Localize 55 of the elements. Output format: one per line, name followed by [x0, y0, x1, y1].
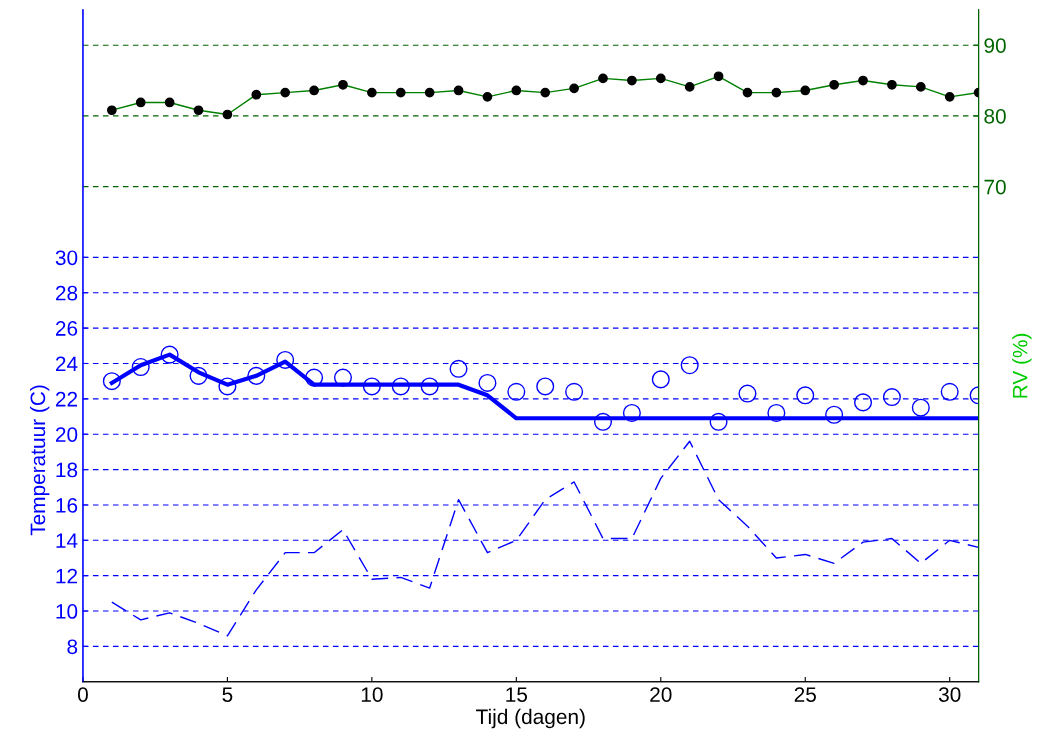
y-tick-label: 28 — [55, 285, 78, 301]
x-tick-label: 15 — [506, 687, 528, 702]
y-tick-label: 22 — [55, 391, 78, 407]
y-tick-label: 30 — [55, 250, 78, 266]
point — [940, 382, 959, 401]
point — [536, 377, 555, 396]
point — [420, 377, 439, 396]
y-tick-label: 26 — [55, 321, 78, 336]
x-axis-title: Tijd (dagen) — [476, 708, 585, 729]
point — [709, 412, 728, 431]
point — [391, 377, 410, 396]
point — [854, 393, 873, 412]
y-tick-label: 8 — [67, 639, 78, 655]
x-tick-label: 5 — [222, 687, 233, 702]
point — [825, 405, 844, 424]
point — [593, 412, 613, 431]
x-tick-label: 10 — [361, 687, 383, 702]
point — [565, 382, 584, 401]
point — [218, 377, 237, 396]
y-tick-label: 12 — [56, 568, 78, 584]
y2-axis-title: RV (%) — [1012, 333, 1032, 398]
point — [305, 368, 324, 387]
point — [738, 384, 757, 403]
y-tick-label: 20 — [55, 427, 78, 442]
y-tick-label: 18 — [56, 462, 78, 478]
point — [882, 388, 901, 407]
point — [796, 386, 815, 405]
point — [680, 356, 699, 375]
point — [622, 403, 641, 423]
point — [189, 366, 208, 385]
y2-tick-label: 70 — [984, 179, 1006, 195]
y-tick-label: 14 — [56, 533, 78, 548]
point — [478, 373, 497, 392]
y2-tick-label: 80 — [984, 108, 1006, 124]
point — [911, 398, 930, 417]
point — [276, 350, 295, 369]
y-tick-label: 24 — [55, 356, 78, 372]
point — [333, 368, 353, 387]
point — [449, 359, 468, 378]
point — [767, 403, 786, 423]
point — [651, 370, 670, 389]
y-axis-title: Temperatuur (C) — [29, 385, 50, 536]
x-tick-label: 20 — [650, 687, 672, 702]
point — [362, 377, 381, 396]
y2-tick-label: 90 — [984, 38, 1006, 53]
x-tick-label: 25 — [794, 687, 816, 702]
point — [507, 382, 526, 401]
y-tick-label: 10 — [56, 604, 78, 619]
point — [131, 357, 150, 377]
point — [102, 372, 121, 391]
x-tick-label: 30 — [938, 687, 961, 702]
point — [160, 345, 179, 364]
x-tick-label: 0 — [77, 687, 88, 702]
point — [247, 366, 266, 385]
y-tick-label: 16 — [56, 497, 78, 513]
